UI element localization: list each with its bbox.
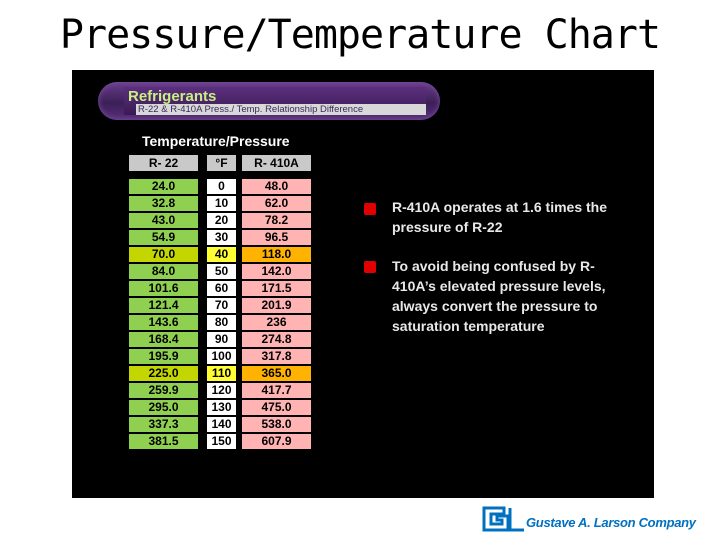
table-cell-r410a: 171.5: [242, 281, 311, 296]
table-cell-r22: 32.8: [129, 196, 198, 211]
table-cell-f: 0: [207, 179, 236, 194]
table-cell-r410a: 317.8: [242, 349, 311, 364]
table-cell-r410a: 62.0: [242, 196, 311, 211]
table-cell-r410a: 78.2: [242, 213, 311, 228]
slide-title: Pressure/Temperature Chart: [59, 12, 661, 58]
table-cell-r410a: 118.0: [242, 247, 311, 262]
column-temp: 0 10 20 30 40 50 60 70 80 90 100 110 120 130 140 150: [207, 179, 236, 451]
table-cell-r22: 24.0: [129, 179, 198, 194]
column-r410a: 48.0 62.0 78.2 96.5 118.0 142.0 171.5 201.9 236 2…: [242, 179, 311, 451]
table-cell-r410a: 274.8: [242, 332, 311, 347]
table-cell-r22: 121.4: [129, 298, 198, 313]
table-cell-r410a: 142.0: [242, 264, 311, 279]
table-cell-f: 70: [207, 298, 236, 313]
table-cell-r22: 195.9: [129, 349, 198, 364]
table-cell-f: 90: [207, 332, 236, 347]
table-cell-r22: 101.6: [129, 281, 198, 296]
bullet-marker: [364, 203, 376, 215]
banner-subtitle: R-22 & R-410A Press./ Temp. Relationship…: [136, 104, 426, 115]
table-cell-r22: 84.0: [129, 264, 198, 279]
table-cell-f: 50: [207, 264, 236, 279]
table-cell-r22: 337.3: [129, 417, 198, 432]
table-cell-f: 150: [207, 434, 236, 449]
bullet-text: R-410A operates at 1.6 times the pressur…: [392, 199, 608, 235]
column-r22: 24.0 32.8 43.0 54.9 70.0 84.0 101.6 121.4 143.6 1…: [129, 179, 198, 451]
table-cell-r410a: 48.0: [242, 179, 311, 194]
bullet-marker: [364, 261, 376, 273]
table-cell-r22: 143.6: [129, 315, 198, 330]
table-cell-r22: 54.9: [129, 230, 198, 245]
table-cell-f: 140: [207, 417, 236, 432]
table-cell-r410a: 417.7: [242, 383, 311, 398]
table-cell-r22: 70.0: [129, 247, 198, 262]
logo-text: Gustave A. Larson Company: [526, 515, 696, 530]
refrigerants-banner: Refrigerants R-22 & R-410A Press./ Temp.…: [98, 82, 440, 120]
table-cell-r22: 225.0: [129, 366, 198, 381]
table-cell-f: 10: [207, 196, 236, 211]
table-cell-r410a: 607.9: [242, 434, 311, 449]
table-cell-r410a: 236: [242, 315, 311, 330]
table-cell-r410a: 538.0: [242, 417, 311, 432]
table-cell-r410a: 475.0: [242, 400, 311, 415]
table-cell-f: 80: [207, 315, 236, 330]
table-cell-r410a: 201.9: [242, 298, 311, 313]
table-cell-f: 20: [207, 213, 236, 228]
table-cell-f: 40: [207, 247, 236, 262]
table-cell-f: 130: [207, 400, 236, 415]
table-cell-f: 110: [207, 366, 236, 381]
table-cell-r22: 43.0: [129, 213, 198, 228]
table-cell-f: 120: [207, 383, 236, 398]
gal-logo-icon: [482, 506, 524, 532]
table-cell-f: 60: [207, 281, 236, 296]
table-cell-r22: 295.0: [129, 400, 198, 415]
table-cell-r22: 381.5: [129, 434, 198, 449]
banner-inner: Refrigerants R-22 & R-410A Press./ Temp.…: [124, 87, 426, 115]
table-cell-r22: 168.4: [129, 332, 198, 347]
table-cell-r22: 259.9: [129, 383, 198, 398]
banner-title: Refrigerants: [128, 88, 217, 105]
table-title: Temperature/Pressure: [142, 133, 290, 149]
header-r22: R- 22: [129, 155, 198, 171]
content-panel: Refrigerants R-22 & R-410A Press./ Temp.…: [72, 70, 654, 498]
header-r410a: R- 410A: [242, 155, 311, 171]
table-cell-r410a: 96.5: [242, 230, 311, 245]
company-logo: Gustave A. Larson Company: [480, 504, 720, 538]
table-cell-f: 30: [207, 230, 236, 245]
header-temp: °F: [207, 155, 236, 171]
bullet-text: To avoid being confused by R-410A’s elev…: [392, 258, 606, 334]
table-cell-r410a: 365.0: [242, 366, 311, 381]
table-cell-f: 100: [207, 349, 236, 364]
